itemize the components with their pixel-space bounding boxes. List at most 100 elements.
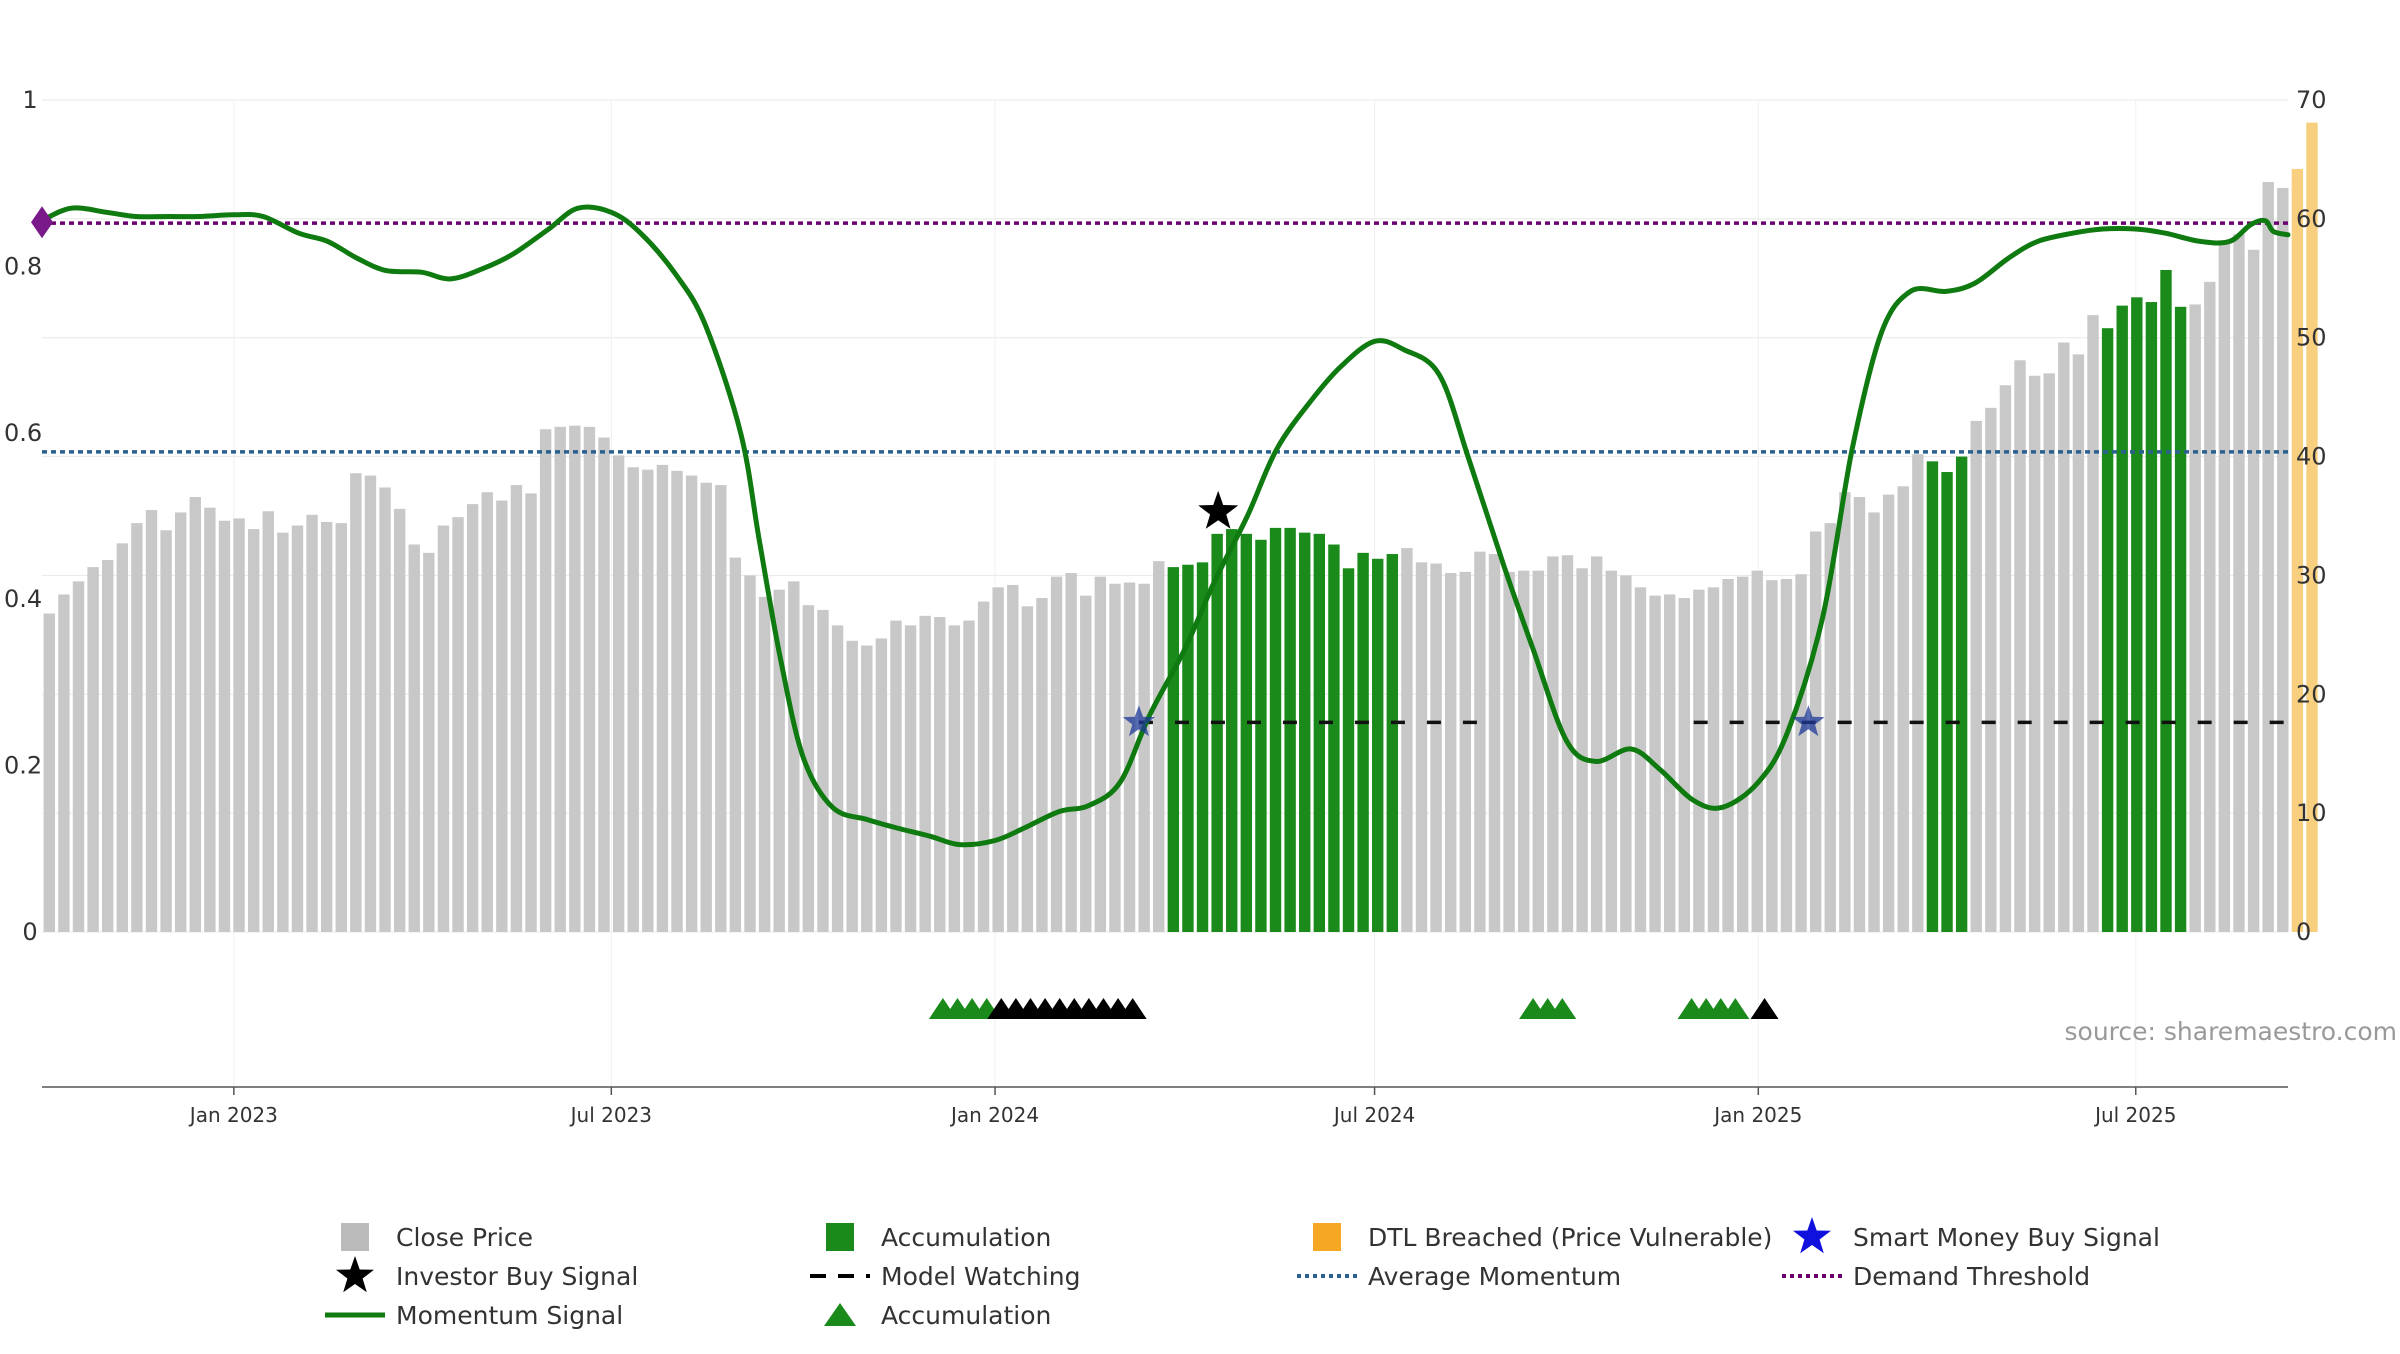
legend-item: Smart Money Buy Signal [1793, 1217, 2160, 1254]
legend-swatch [1313, 1223, 1341, 1251]
accumulation-triangle-dark [1750, 998, 1779, 1019]
price-bar [1780, 578, 1793, 932]
x-axis-tick-label: Jul 2024 [1332, 1103, 1415, 1127]
price-bar [1430, 563, 1442, 932]
accumulation-triangle-dark [1118, 998, 1147, 1019]
price-bar [1897, 486, 1909, 932]
price-bar [656, 464, 669, 932]
legend-swatch [826, 1223, 854, 1251]
price-bar [306, 514, 318, 932]
legend-label: Model Watching [881, 1262, 1081, 1291]
legend-label: Demand Threshold [1853, 1262, 2090, 1291]
price-bar [291, 525, 304, 932]
price-bar [977, 601, 990, 932]
price-bar [627, 467, 639, 932]
legend-item: Demand Threshold [1782, 1262, 2090, 1291]
legend-label: Accumulation [881, 1301, 1051, 1330]
price-bar [437, 525, 450, 932]
price-bar [744, 575, 756, 932]
legend-item: DTL Breached (Price Vulnerable) [1313, 1223, 1772, 1252]
accumulation-bar [1955, 456, 1968, 932]
price-bar [2058, 342, 2070, 932]
price-bar [1985, 407, 1997, 933]
dtl-bar [2291, 168, 2304, 933]
price-bar [1970, 420, 1982, 932]
price-bar [569, 425, 581, 932]
price-bar [539, 429, 552, 932]
price-bar [1678, 598, 1690, 932]
left-axis-tick-label: 1 [22, 86, 37, 114]
price-bar [846, 640, 858, 932]
price-bar [890, 620, 902, 932]
price-bar [1109, 583, 1121, 932]
price-bar [1488, 554, 1501, 932]
price-bar [2043, 373, 2055, 932]
price-bar [875, 638, 888, 932]
price-bar [1824, 523, 1836, 932]
price-bar [1080, 595, 1092, 932]
legend-item: Average Momentum [1297, 1262, 1621, 1291]
price-bar [1532, 570, 1544, 932]
accumulation-bar [1313, 533, 1326, 932]
price-bar [642, 469, 654, 932]
legend-item: Momentum Signal [325, 1301, 623, 1330]
price-bar [671, 470, 683, 932]
price-bar [1853, 496, 1866, 932]
right-axis-tick-label: 50 [2296, 324, 2327, 352]
legend-item: Close Price [341, 1223, 533, 1252]
accumulation-bar [1386, 554, 1399, 932]
left-axis-tick-label: 0.4 [4, 585, 42, 613]
price-bar [773, 589, 785, 932]
price-bar [247, 529, 260, 932]
price-bar [861, 645, 873, 932]
smart-money-buy-star [1792, 705, 1825, 737]
price-bar [2218, 240, 2231, 932]
accumulation-bar [1357, 552, 1369, 932]
price-bar [992, 587, 1004, 932]
price-bar [554, 426, 566, 932]
price-bar [1839, 492, 1851, 932]
price-bar [1021, 606, 1034, 932]
accumulation-bar [1167, 567, 1180, 932]
legend-label: Close Price [396, 1223, 533, 1252]
price-bar [1503, 571, 1515, 932]
price-bar [1445, 573, 1457, 932]
price-bar [87, 567, 99, 932]
price-bar [1795, 574, 1807, 932]
x-axis-tick-label: Jul 2023 [569, 1103, 652, 1127]
legend-swatch [341, 1223, 369, 1251]
price-bar [2233, 234, 2245, 932]
legend-label: Investor Buy Signal [396, 1262, 638, 1291]
right-axis-tick-label: 70 [2296, 86, 2327, 114]
accumulation-bar [2160, 269, 2172, 933]
price-bar [700, 482, 712, 932]
price-bar [1736, 576, 1749, 932]
price-bar [189, 496, 201, 932]
accumulation-bar [2116, 305, 2128, 932]
legend-item: Model Watching [810, 1262, 1081, 1291]
price-bar [1999, 385, 2012, 932]
accumulation-bar [1342, 568, 1355, 932]
price-bar [1547, 556, 1559, 932]
price-bar [145, 510, 158, 932]
price-bar [2028, 375, 2041, 933]
price-bar [715, 485, 727, 932]
accumulation-bar [1299, 532, 1311, 932]
price-bar [320, 521, 333, 932]
price-bar [934, 617, 946, 932]
price-bar [612, 455, 625, 932]
price-bar [408, 544, 420, 932]
lines-layer [39, 204, 2291, 848]
accumulation-bar [1328, 544, 1340, 932]
accumulation-bar [1926, 461, 1939, 932]
price-bar [58, 594, 70, 932]
price-bar [131, 523, 143, 932]
x-axis-tick-label: Jan 2023 [188, 1103, 278, 1127]
price-bar [116, 543, 128, 932]
price-bar [43, 613, 55, 932]
price-bar [1415, 562, 1428, 932]
price-bar [1605, 570, 1617, 932]
bars-layer [43, 122, 2318, 933]
price-bar [1576, 568, 1588, 932]
